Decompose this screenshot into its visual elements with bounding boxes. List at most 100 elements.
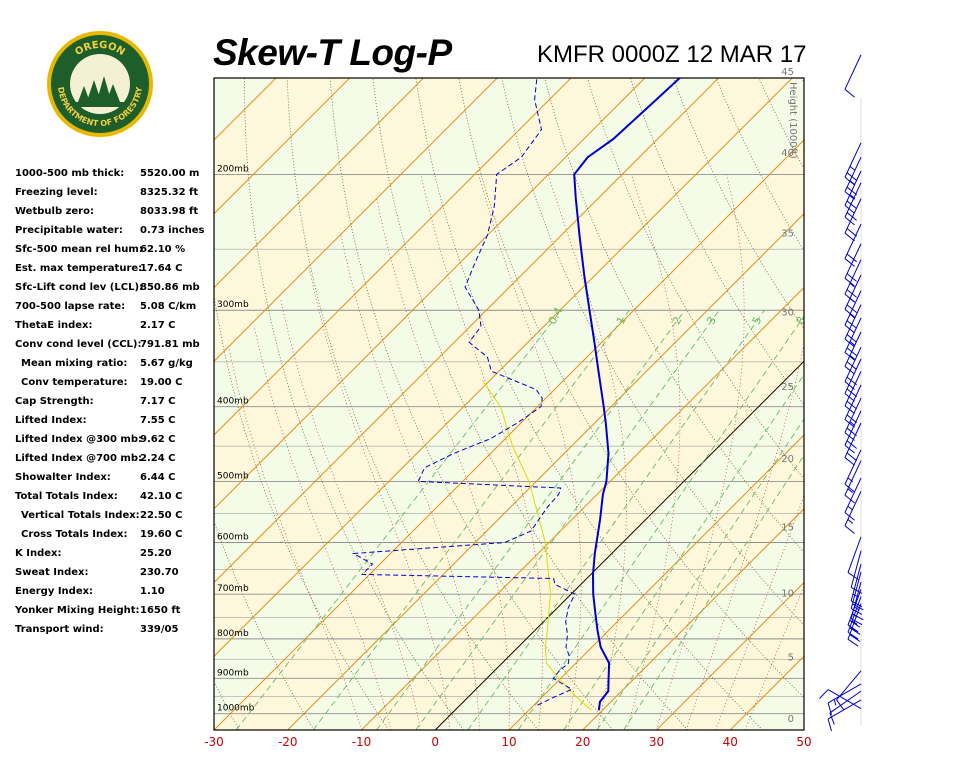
mixing-ratio-line	[415, 309, 720, 730]
moist-adiabat-line	[228, 347, 362, 730]
index-value: 2.17 C	[140, 320, 176, 331]
parcel-line	[481, 380, 592, 711]
pressure-label: 200mb	[217, 164, 249, 174]
index-value: 791.81 mb	[140, 339, 200, 350]
index-row: Sfc-Lift cond lev (LCL): 850.86 mb	[15, 282, 215, 301]
index-row: Sweat Index: 230.70	[15, 567, 215, 586]
height-tick-label: 10	[781, 589, 794, 600]
wind-barb	[844, 422, 862, 466]
dry-adiabat-line	[845, 78, 960, 730]
isotherm-line	[508, 434, 804, 730]
index-row: Cross Totals Index: 19.60 C	[15, 529, 215, 548]
height-tick-label: 20	[781, 454, 794, 465]
wind-barb	[844, 491, 862, 534]
height-tick-label: 40	[781, 148, 794, 159]
index-label: Mean mixing ratio:	[21, 358, 128, 369]
moist-adiabat-line	[547, 174, 627, 730]
height-tick-label: 0	[788, 714, 794, 725]
wind-barb	[844, 243, 862, 287]
moist-adiabat-line	[340, 235, 480, 730]
wind-barb	[847, 536, 862, 580]
svg-text:OREGON: OREGON	[73, 40, 126, 58]
isotherm-line	[214, 78, 719, 584]
temperature-tick-label: 30	[649, 735, 664, 749]
index-label: Precipitable water:	[15, 225, 123, 236]
wind-barb	[844, 156, 862, 200]
temperature-tick-label: 50	[796, 735, 811, 749]
index-row: Est. max temperature: 17.64 C	[15, 263, 215, 282]
dry-adiabat-line	[801, 78, 804, 84]
wind-barb	[850, 563, 863, 608]
wind-barb	[844, 304, 862, 348]
zero-isotherm-line	[434, 360, 804, 730]
wind-barb	[844, 182, 862, 226]
index-row: Conv temperature: 19.00 C	[15, 377, 215, 396]
height-tick-label: 45	[781, 67, 794, 78]
background-lines	[0, 78, 960, 730]
pressure-label: 400mb	[217, 397, 249, 407]
stability-indices-list: 1000-500 mb thick: 5520.00 m Freezing leve…	[15, 168, 215, 643]
index-row: Transport wind: 339/05	[15, 624, 215, 643]
index-value: 19.00 C	[140, 377, 183, 388]
index-value: 7.55 C	[140, 415, 176, 426]
pressure-label: 800mb	[217, 629, 249, 639]
index-value: 1.10	[140, 586, 165, 597]
temperature-tick-label: -30	[204, 735, 224, 749]
temperature-line	[573, 78, 682, 711]
wind-barb	[844, 198, 862, 242]
profiles	[351, 78, 682, 711]
index-label: Sfc-Lift cond lev (LCL):	[15, 282, 144, 293]
index-value: 2.24 C	[140, 453, 176, 464]
index-label: Showalter Index:	[15, 472, 111, 483]
temperature-axis: -30 -20 -10 0 10 20 30 40 50	[204, 735, 811, 749]
index-row: Wetbulb zero: 8033.98 ft	[15, 206, 215, 225]
isotherm-line	[656, 581, 804, 730]
moist-adiabat-line	[280, 298, 421, 730]
moist-adiabat-line	[420, 174, 543, 730]
wind-barb	[844, 397, 862, 441]
index-label: Lifted Index:	[15, 415, 87, 426]
isotherm-line	[0, 78, 129, 730]
wind-barb	[844, 331, 862, 375]
isotherm-line	[214, 78, 424, 289]
index-value: 850.86 mb	[140, 282, 200, 293]
index-label: Est. max temperature:	[15, 263, 143, 274]
logo-text-top: OREGON	[73, 40, 126, 58]
index-row: K Index: 25.20	[15, 548, 215, 567]
pressure-label: 500mb	[217, 471, 249, 481]
mixing-ratio-line	[312, 309, 630, 730]
index-label: K Index:	[15, 548, 62, 559]
oregon-forestry-logo: OREGON DEPARTMENT OF FORESTRY	[47, 31, 153, 137]
wind-barb	[844, 460, 862, 504]
index-row: Vertical Totals Index: 22.50 C	[15, 510, 215, 529]
mixing-ratio-line	[623, 454, 804, 730]
index-label: Vertical Totals Index:	[21, 510, 140, 521]
plot-background	[214, 78, 804, 730]
wind-barb	[844, 290, 862, 334]
temperature-tick-label: 20	[575, 735, 590, 749]
isotherm-line	[214, 78, 793, 657]
pressure-label: 600mb	[217, 532, 249, 542]
moist-adiabat-line	[626, 174, 681, 730]
index-label: Transport wind:	[15, 624, 104, 635]
pressure-label: 900mb	[217, 668, 249, 678]
temperature-tick-label: -10	[352, 735, 372, 749]
index-label: Energy Index:	[15, 586, 94, 597]
chart-title: Skew-T Log-P	[213, 32, 452, 73]
index-value: 5520.00 m	[140, 168, 200, 179]
index-row: Lifted Index @300 mb: 9.62 C	[15, 434, 215, 453]
index-row: Precipitable water: 0.73 inches	[15, 225, 215, 244]
index-value: 230.70	[140, 567, 179, 578]
wind-barb	[844, 384, 862, 428]
index-value: 9.62 C	[140, 434, 176, 445]
wind-barb	[844, 477, 862, 521]
mixing-ratio-labels: 0.4 1 2 3 5 8	[546, 305, 804, 327]
index-row: Sfc-500 mean rel hum: 62.10 %	[15, 244, 215, 263]
index-row: ThetaE index: 2.17 C	[15, 320, 215, 339]
index-row: Conv cond level (CCL): 791.81 mb	[15, 339, 215, 358]
mixing-ratio-line	[376, 309, 686, 730]
index-value: 7.17 C	[140, 396, 176, 407]
isotherm-line	[0, 78, 202, 730]
mixing-ratio-line	[517, 315, 804, 730]
